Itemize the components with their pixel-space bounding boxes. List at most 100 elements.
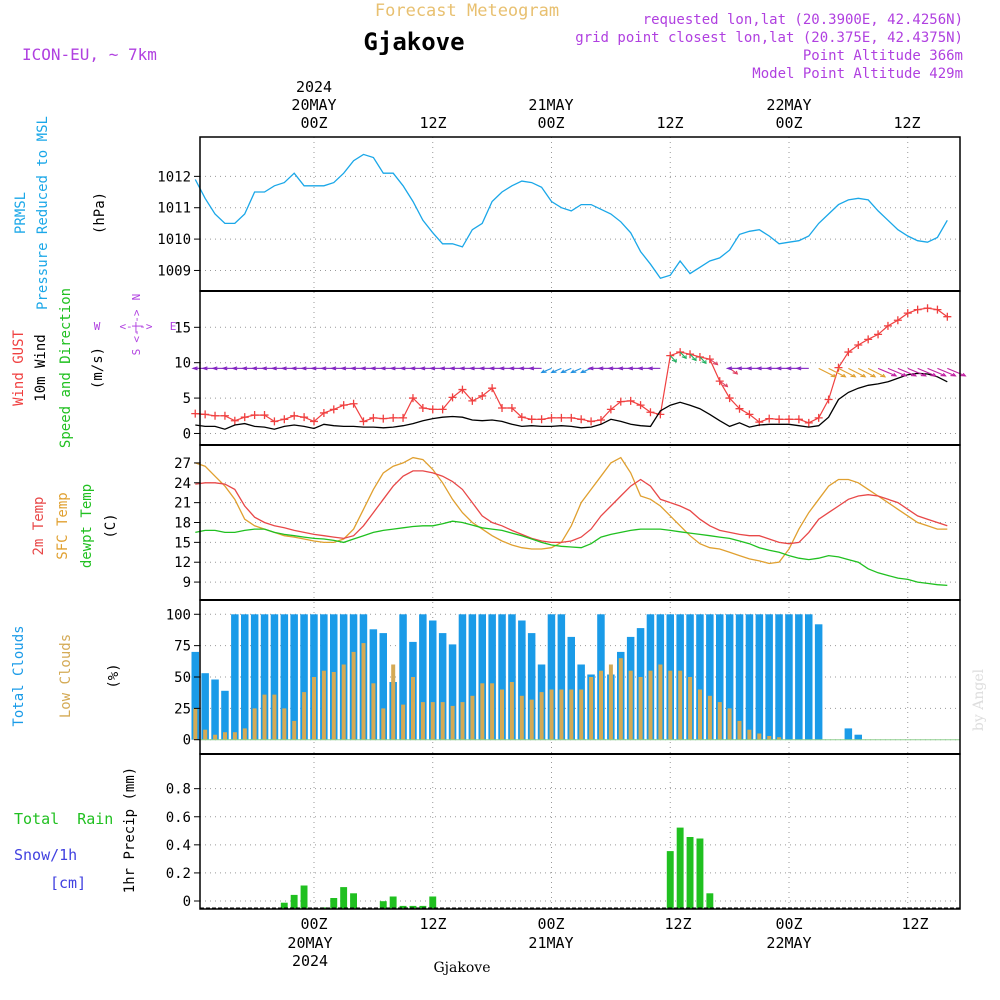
low-cloud-bar xyxy=(193,708,198,740)
gust-point xyxy=(359,417,368,426)
pressure-label-1: PRMSL xyxy=(13,192,29,234)
gust-point xyxy=(399,413,408,422)
total-cloud-bar xyxy=(518,620,526,740)
compass-arrows-v: <-|-> xyxy=(130,309,143,342)
sfc-temp-line xyxy=(195,456,948,565)
dewpoint-line xyxy=(195,520,948,587)
gust-point xyxy=(933,305,942,314)
gust-point xyxy=(418,403,427,412)
total-cloud-bar xyxy=(191,651,199,740)
wind-arrow-head xyxy=(795,366,802,371)
temp-unit: (C) xyxy=(103,513,119,538)
wind-arrow-head xyxy=(616,366,624,371)
low-cloud-bar xyxy=(648,670,653,740)
gust-point xyxy=(250,411,259,420)
wind-arrow-head xyxy=(458,366,465,371)
low-cloud-bar xyxy=(608,664,613,740)
total-cloud-bar xyxy=(498,614,506,740)
y-tick-label: 24 xyxy=(174,476,191,492)
y-tick-label: 12 xyxy=(174,555,191,571)
precip-label-3: [cm] xyxy=(50,874,86,892)
low-cloud-bar xyxy=(767,736,772,740)
low-cloud-bar xyxy=(252,708,257,740)
wind-arrow-head xyxy=(560,369,567,374)
total-cloud-bar xyxy=(448,644,457,740)
gust-point xyxy=(616,397,625,406)
gust-point xyxy=(705,355,714,364)
low-cloud-bar xyxy=(213,734,218,740)
wind-arrow-head xyxy=(211,366,218,371)
wind-arrow-head xyxy=(468,366,475,371)
wind-arrow-head xyxy=(310,366,317,371)
y-tick-label: 0 xyxy=(183,894,191,910)
bottom-tick-1: 00Z xyxy=(300,915,327,933)
model-altitude: Model Point Altitude 429m xyxy=(752,66,963,82)
y-tick-label: 0.6 xyxy=(166,810,191,826)
gust-point xyxy=(191,409,200,418)
y-tick-label: 21 xyxy=(174,496,191,512)
wind-arrow xyxy=(561,367,572,373)
gust-point xyxy=(814,413,823,422)
rain-bar xyxy=(706,893,714,909)
gust-point xyxy=(745,410,754,419)
wind-arrow-head xyxy=(597,366,604,371)
panel-frames xyxy=(194,136,961,910)
low-cloud-bar xyxy=(341,664,346,740)
rain-bar xyxy=(330,898,338,909)
low-cloud-bar xyxy=(569,689,574,740)
total-cloud-bar xyxy=(706,614,714,740)
temp-label-1: 2m Temp xyxy=(31,496,47,555)
low-cloud-bar xyxy=(618,658,623,740)
rain-bar xyxy=(350,893,357,909)
low-cloud-bar xyxy=(292,720,297,740)
wind-arrow-head xyxy=(580,369,587,374)
low-cloud-bar xyxy=(539,692,544,740)
precip-label-2: Snow/1h xyxy=(14,846,77,864)
y-tick-label: 1010 xyxy=(157,232,191,248)
precip-unit: 1hr Precip (mm) xyxy=(122,767,138,893)
wind-arrow xyxy=(541,367,552,373)
top-date-2: 21MAY xyxy=(528,96,573,114)
gust-point xyxy=(408,394,417,403)
y-tick-label: 15 xyxy=(174,320,191,336)
rain-bar xyxy=(379,901,387,909)
gust-point xyxy=(626,396,635,405)
total-cloud-bar xyxy=(221,690,229,740)
compass-east: E xyxy=(170,320,177,333)
wind-arrow xyxy=(719,380,728,388)
wind-speed-line xyxy=(195,372,948,430)
total-cloud-bar xyxy=(270,614,279,740)
y-tick-label: 27 xyxy=(174,456,191,472)
total-cloud-bar xyxy=(745,614,754,740)
top-date-1: 20MAY xyxy=(291,96,336,114)
top-tick-6: 12Z xyxy=(893,114,920,132)
low-cloud-bar xyxy=(737,720,742,740)
low-cloud-bar xyxy=(242,728,247,740)
y-tick-labels: 1009 1010 1011 1012 0 5 10 15 9 12 15 18 21 24 27 0 25 50… xyxy=(157,169,191,910)
rain-bar xyxy=(300,885,308,909)
y-tick-label: 100 xyxy=(166,607,191,623)
low-cloud-bar xyxy=(401,704,406,740)
gust-point xyxy=(220,411,229,420)
low-cloud-bar xyxy=(549,689,554,740)
gust-point xyxy=(527,415,536,424)
bottom-tick-5: 00Z xyxy=(775,915,802,933)
wind-arrow-head xyxy=(498,366,505,371)
clouds-bars xyxy=(191,614,960,741)
wind-arrow xyxy=(858,367,876,378)
low-cloud-bar xyxy=(490,683,495,740)
low-cloud-bar xyxy=(579,689,584,740)
t2m-line xyxy=(195,470,948,545)
rain-bar xyxy=(696,838,704,909)
rain-bar xyxy=(429,896,437,909)
gust-point xyxy=(369,413,378,422)
gust-point xyxy=(438,405,447,414)
wind-arrow-head xyxy=(540,369,547,374)
wind-arrow-head xyxy=(830,373,837,378)
wind-arrow-head xyxy=(320,366,327,371)
gust-point xyxy=(834,363,843,372)
total-cloud-bar xyxy=(478,614,486,740)
total-cloud-bar xyxy=(775,614,783,740)
top-year: 2024 xyxy=(296,78,332,96)
wind-arrow-head xyxy=(745,366,752,371)
